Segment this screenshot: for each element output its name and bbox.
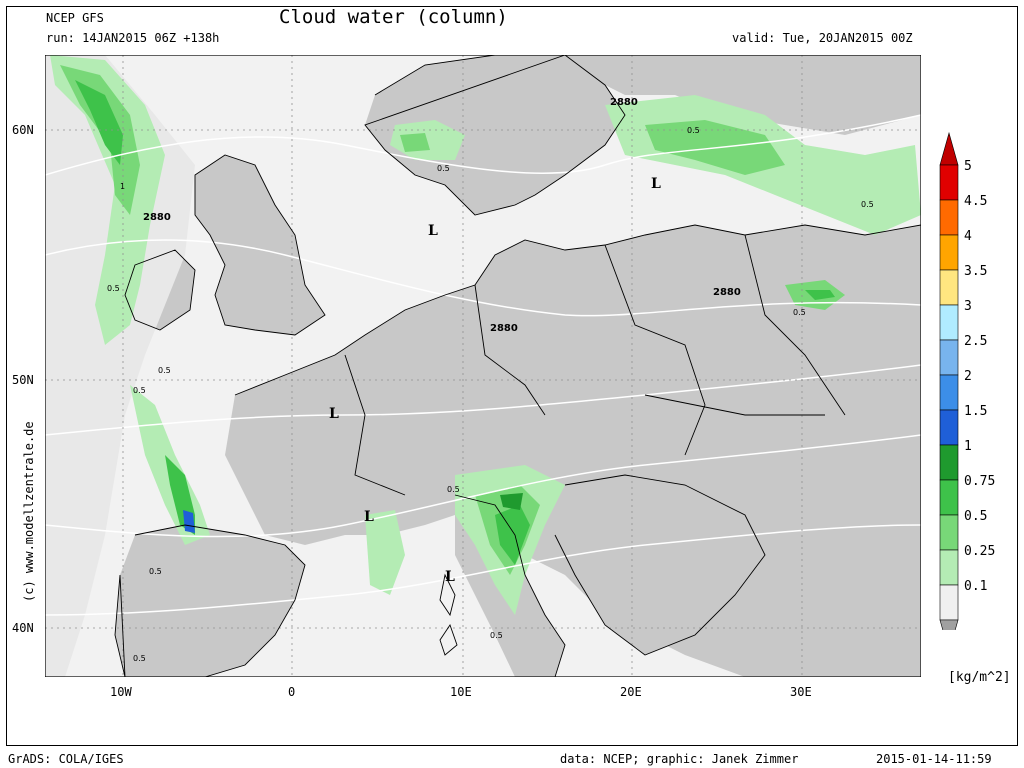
colorbar-box (939, 374, 959, 411)
cloud-label: 0.5 (107, 284, 120, 293)
low-pressure-mark: L (364, 509, 374, 525)
colorbar-label: 2.5 (964, 334, 987, 349)
colorbar-label: 5 (964, 159, 972, 174)
colorbar-box (939, 409, 959, 446)
colorbar-label: 3 (964, 299, 972, 314)
colorbar-box (939, 304, 959, 341)
colorbar-box (939, 584, 959, 621)
cloud-label: 0.5 (490, 631, 503, 640)
colorbar-box (939, 549, 959, 586)
contour-label: 2880 (143, 212, 171, 223)
geopotential-contours (45, 114, 921, 616)
colorbar-box (939, 164, 959, 201)
colorbar-top-arrow (939, 131, 959, 166)
lon-label-0: 0 (288, 685, 296, 699)
watermark: (c) www.modellzentrale.de (22, 421, 36, 602)
cloud-label: 0.5 (687, 126, 700, 135)
cloud-label: 0.5 (158, 366, 171, 375)
colorbar-label: 2 (964, 369, 972, 384)
cloud-label: 0.5 (793, 308, 806, 317)
colorbar-label: 4.5 (964, 194, 987, 209)
model-label: NCEP GFS (46, 11, 104, 25)
cloud-shading (45, 55, 921, 677)
cloud-label: 0.5 (149, 567, 162, 576)
low-pressure-mark: L (651, 176, 661, 192)
low-pressure-mark: L (329, 406, 339, 422)
plot-frame (6, 6, 1018, 746)
graticule (45, 55, 921, 677)
contour-label: 2880 (713, 287, 741, 298)
weather-map: 2880 2880 2880 2880 1 0.5 0.5 0.5 0.5 0.… (45, 55, 921, 677)
colorbar-label: 0.25 (964, 544, 995, 559)
cloud-label: 0.5 (133, 654, 146, 663)
cloud-label: 0.5 (861, 200, 874, 209)
cloud-label: 0.5 (447, 485, 460, 494)
colorbar-unit: [kg/m^2] (948, 670, 1011, 685)
footer-credits: data: NCEP; graphic: Janek Zimmer (560, 752, 799, 766)
low-pressure-marks: L L L L L (329, 176, 661, 585)
colorbar-label: 0.1 (964, 579, 987, 594)
footer-software: GrADS: COLA/IGES (8, 752, 124, 766)
colorbar-box (939, 514, 959, 551)
colorbar-box (939, 444, 959, 481)
colorbar-label: 0.5 (964, 509, 987, 524)
colorbar-box (939, 234, 959, 271)
cloud-labels: 1 0.5 0.5 0.5 0.5 0.5 0.5 0.5 0.5 0.5 0.… (107, 126, 874, 663)
footer-timestamp: 2015-01-14-11:59 (876, 752, 992, 766)
colorbar-bottom-arrow (939, 619, 959, 630)
colorbar-label: 1.5 (964, 404, 987, 419)
colorbar-label: 1 (964, 439, 972, 454)
lon-label-20e: 20E (620, 685, 642, 699)
cloud-label: 0.5 (133, 386, 146, 395)
low-pressure-mark: L (428, 223, 438, 239)
low-pressure-mark: L (445, 569, 455, 585)
contour-label: 2880 (610, 97, 638, 108)
lat-label-40n: 40N (12, 621, 34, 635)
lon-label-10e: 10E (450, 685, 472, 699)
colorbar-label: 3.5 (964, 264, 987, 279)
colorbar-label: 0.75 (964, 474, 995, 489)
contour-label: 2880 (490, 323, 518, 334)
colorbar-labels: 5 4.5 4 3.5 3 2.5 2 1.5 1 0.75 0.5 0.25 0.1 (964, 159, 995, 594)
colorbar-box (939, 269, 959, 306)
lon-label-10w: 10W (110, 685, 132, 699)
contour-labels: 2880 2880 2880 2880 (143, 97, 741, 334)
lon-label-30e: 30E (790, 685, 812, 699)
run-label: run: 14JAN2015 06Z +138h (46, 31, 220, 45)
cloud-label: 1 (120, 182, 125, 191)
colorbar-box (939, 339, 959, 376)
colorbar: 5 4.5 4 3.5 3 2.5 2 1.5 1 0.75 0.5 0.25 0.1 (939, 131, 995, 630)
cloud-label: 0.5 (437, 164, 450, 173)
valid-label: valid: Tue, 20JAN2015 00Z (732, 31, 913, 45)
colorbar-box (939, 199, 959, 236)
colorbar-label: 4 (964, 229, 972, 244)
lat-label-60n: 60N (12, 123, 34, 137)
colorbar-boxes (939, 131, 959, 630)
chart-title: Cloud water (column) (279, 6, 508, 28)
colorbar-box (939, 479, 959, 516)
lat-label-50n: 50N (12, 373, 34, 387)
coastlines (114, 55, 921, 677)
